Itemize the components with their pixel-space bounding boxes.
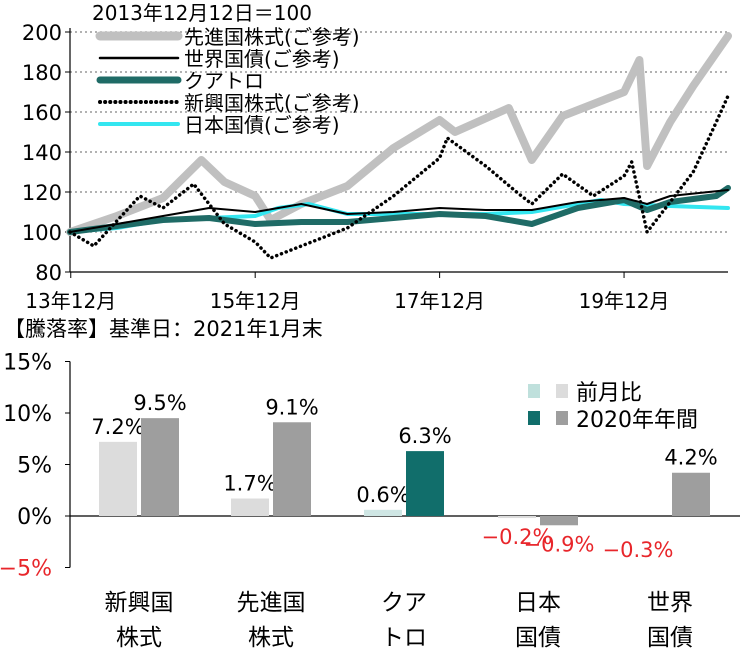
data-label: 0.6% bbox=[356, 483, 409, 507]
data-label: 6.3% bbox=[398, 424, 451, 448]
line-chart: 80 100 120 140 160 180 200 13年12月 15年12月 17年12月 19… bbox=[22, 1, 732, 310]
y-tick-label: 200 bbox=[22, 21, 62, 45]
bar bbox=[540, 516, 578, 526]
category-label: 株式 bbox=[248, 625, 294, 650]
bar bbox=[498, 516, 536, 519]
legend-label: 前月比 bbox=[576, 381, 642, 406]
y-tick-label: 120 bbox=[22, 181, 62, 205]
bar bbox=[231, 498, 269, 516]
data-label: 7.2% bbox=[91, 415, 144, 439]
y-tick-label: 160 bbox=[22, 101, 62, 125]
y-tick-label: 5% bbox=[17, 454, 52, 479]
category-label: トロ bbox=[381, 625, 427, 650]
legend-label: 新興国株式(ご参考) bbox=[184, 91, 360, 115]
x-tick-label: 17年12月 bbox=[394, 289, 485, 310]
legend-label: クアトロ bbox=[184, 69, 264, 93]
category-label: 国債 bbox=[647, 625, 693, 650]
legend-swatch bbox=[528, 411, 540, 425]
series-line bbox=[66, 32, 732, 236]
y-tick-label: 100 bbox=[22, 221, 62, 245]
category-label: 先進国 bbox=[237, 590, 306, 616]
x-tick-label: 19年12月 bbox=[579, 289, 670, 310]
y-tick-label: 0% bbox=[17, 505, 52, 530]
x-tick-label: 13年12月 bbox=[25, 289, 116, 310]
bar bbox=[273, 422, 311, 516]
category-label: 世界 bbox=[647, 590, 693, 616]
legend-label: 日本国債(ご参考) bbox=[184, 113, 340, 137]
y-tick-label: 15% bbox=[3, 351, 52, 376]
bar bbox=[141, 418, 179, 516]
series-line bbox=[67, 185, 731, 235]
bar bbox=[406, 451, 444, 516]
data-label: −0.9% bbox=[524, 532, 595, 556]
legend-label: 先進国株式(ご参考) bbox=[184, 25, 360, 49]
y-tick-label: 80 bbox=[35, 261, 62, 285]
bar-chart-title: 【騰落率】基準日：2021年1月末 bbox=[4, 317, 323, 341]
bar bbox=[672, 472, 710, 516]
data-label: 1.7% bbox=[223, 471, 276, 495]
y-tick-label: 140 bbox=[22, 141, 62, 165]
category-label: 日本 bbox=[515, 590, 561, 616]
legend-swatch bbox=[528, 384, 540, 398]
bar bbox=[99, 441, 137, 516]
data-label: 9.5% bbox=[133, 391, 186, 415]
category-label: 国債 bbox=[515, 625, 561, 650]
chart-subtitle: 2013年12月12日＝100 bbox=[92, 1, 312, 25]
data-label: 9.1% bbox=[265, 395, 318, 419]
y-tick-label: 10% bbox=[3, 402, 52, 427]
series-line bbox=[68, 94, 730, 260]
y-tick-label: −5% bbox=[0, 557, 52, 582]
legend-label: 世界国債(ご参考) bbox=[184, 47, 340, 71]
data-label: −0.3% bbox=[603, 538, 674, 562]
category-label: クア bbox=[381, 590, 427, 616]
category-label: 株式 bbox=[116, 625, 162, 650]
data-label: 4.2% bbox=[664, 446, 717, 470]
category-label: 新興国 bbox=[105, 590, 174, 616]
x-tick-label: 15年12月 bbox=[210, 289, 301, 310]
legend-label: 2020年年間 bbox=[576, 408, 698, 433]
data-label: −0.2% bbox=[482, 525, 553, 549]
series-line bbox=[69, 189, 729, 233]
legend-swatch bbox=[556, 384, 568, 398]
y-tick-label: 180 bbox=[22, 61, 62, 85]
legend-swatch bbox=[556, 411, 568, 425]
bar bbox=[364, 509, 402, 516]
